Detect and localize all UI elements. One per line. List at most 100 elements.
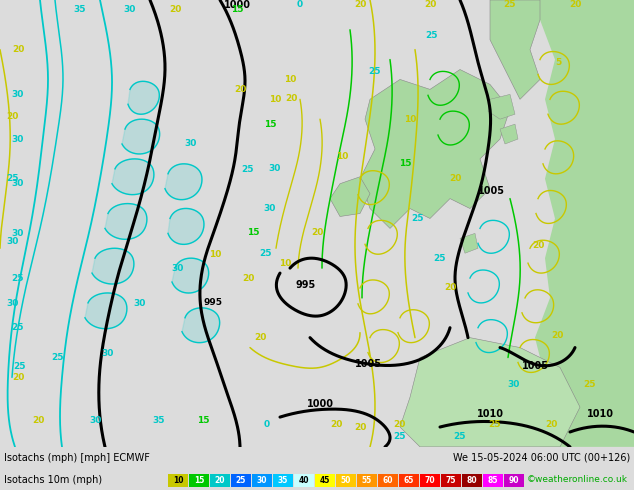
Text: 1005: 1005 [478, 186, 505, 196]
Bar [504, 474, 524, 487]
Polygon shape [490, 0, 540, 99]
Text: 1005: 1005 [354, 360, 382, 369]
Text: 30: 30 [257, 476, 268, 485]
Polygon shape [85, 293, 127, 329]
Text: 15: 15 [399, 159, 411, 169]
Polygon shape [360, 70, 510, 228]
Text: 30: 30 [6, 237, 19, 246]
Text: 20: 20 [424, 0, 436, 9]
Text: 30: 30 [12, 179, 24, 188]
Text: 70: 70 [425, 476, 436, 485]
Text: 20: 20 [354, 0, 366, 9]
Bar [483, 474, 503, 487]
Text: 60: 60 [383, 476, 393, 485]
Text: 30: 30 [12, 90, 24, 99]
Text: 30: 30 [12, 135, 24, 144]
Text: 20: 20 [444, 284, 456, 293]
Text: Isotachs (mph) [mph] ECMWF: Isotachs (mph) [mph] ECMWF [4, 453, 150, 463]
Text: 25: 25 [12, 273, 24, 283]
Text: 995: 995 [204, 298, 223, 307]
Text: 25: 25 [394, 433, 406, 441]
Bar [231, 474, 251, 487]
Text: 20: 20 [545, 420, 558, 429]
Text: 30: 30 [89, 416, 101, 424]
Bar [336, 474, 356, 487]
Text: 10: 10 [269, 95, 281, 104]
Text: 20: 20 [254, 333, 266, 342]
Bar [441, 474, 461, 487]
Polygon shape [182, 308, 219, 343]
Polygon shape [172, 258, 209, 293]
Polygon shape [460, 233, 478, 253]
Text: 30: 30 [184, 139, 197, 147]
Text: 20: 20 [169, 5, 181, 14]
Text: 20: 20 [533, 241, 545, 250]
Text: 1000: 1000 [306, 399, 333, 409]
Polygon shape [488, 95, 515, 119]
Polygon shape [112, 159, 154, 195]
Bar [294, 474, 314, 487]
Text: 25: 25 [236, 476, 246, 485]
Text: 10: 10 [404, 115, 416, 123]
Text: 30: 30 [171, 264, 184, 272]
Text: 20: 20 [569, 0, 581, 9]
Text: 1010: 1010 [477, 409, 503, 419]
Text: 30: 30 [101, 348, 114, 358]
Bar [252, 474, 272, 487]
Text: 995: 995 [295, 280, 315, 290]
Text: ©weatheronline.co.uk: ©weatheronline.co.uk [527, 475, 628, 485]
Polygon shape [92, 248, 134, 284]
Polygon shape [500, 124, 518, 144]
Text: 1000: 1000 [224, 0, 250, 10]
Text: 10: 10 [279, 259, 292, 268]
Text: 25: 25 [488, 420, 501, 429]
Text: 20: 20 [393, 420, 406, 429]
Polygon shape [530, 0, 634, 447]
Text: 25: 25 [259, 249, 271, 258]
Polygon shape [168, 208, 204, 245]
Text: 30: 30 [507, 380, 520, 389]
Polygon shape [105, 203, 147, 239]
Text: 20: 20 [449, 174, 461, 183]
Text: Isotachs 10m (mph): Isotachs 10m (mph) [4, 475, 102, 485]
Text: 50: 50 [341, 476, 351, 485]
Text: 25: 25 [425, 31, 437, 40]
Text: 30: 30 [269, 164, 281, 173]
Text: 40: 40 [299, 476, 309, 485]
Text: 20: 20 [311, 228, 323, 237]
Polygon shape [122, 119, 160, 154]
Text: 30: 30 [264, 204, 276, 213]
Text: 20: 20 [354, 422, 366, 432]
Text: 20: 20 [6, 112, 19, 121]
Text: 20: 20 [215, 476, 225, 485]
Text: 25: 25 [12, 323, 24, 332]
Text: 20: 20 [552, 331, 564, 340]
Bar [273, 474, 293, 487]
Text: 20: 20 [235, 85, 247, 94]
Bar [189, 474, 209, 487]
Text: 25: 25 [13, 362, 25, 371]
Text: 75: 75 [446, 476, 456, 485]
Text: We 15-05-2024 06:00 UTC (00+126): We 15-05-2024 06:00 UTC (00+126) [453, 453, 630, 463]
Text: 0: 0 [297, 0, 303, 9]
Text: 25: 25 [6, 174, 19, 183]
Bar [462, 474, 482, 487]
Text: 30: 30 [12, 229, 24, 238]
Text: 10: 10 [209, 250, 222, 259]
Bar [399, 474, 419, 487]
Text: 30: 30 [133, 299, 146, 308]
Text: 20: 20 [242, 273, 254, 283]
Bar [357, 474, 377, 487]
Text: 15: 15 [231, 5, 243, 14]
Text: 30: 30 [124, 5, 136, 14]
Text: 20: 20 [330, 420, 342, 429]
Text: 10: 10 [172, 476, 183, 485]
Text: 25: 25 [368, 67, 380, 76]
Text: 1010: 1010 [586, 409, 614, 419]
Text: 1005: 1005 [522, 362, 548, 371]
Text: 20: 20 [12, 373, 24, 382]
Text: 5: 5 [555, 58, 561, 67]
Text: 25: 25 [454, 433, 466, 441]
Text: 35: 35 [278, 476, 288, 485]
Bar [210, 474, 230, 487]
